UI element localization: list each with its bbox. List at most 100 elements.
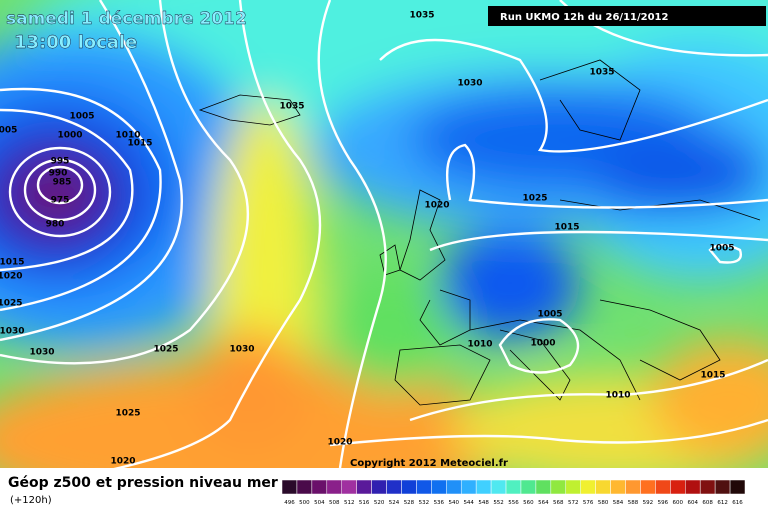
- colorbar-label: 600: [673, 500, 684, 506]
- isobar-label: 1020: [0, 272, 23, 282]
- colorbar-swatch: [535, 479, 552, 495]
- colorbar-label: 608: [702, 500, 713, 506]
- isobar-label: 1010: [467, 340, 492, 350]
- footer-lead: (+120h): [10, 495, 52, 506]
- colorbar-swatch: [670, 479, 686, 495]
- colorbar-label: 512: [344, 500, 355, 506]
- colorbar-label: 548: [478, 500, 489, 506]
- colorbar-swatch: [655, 479, 671, 495]
- colorbar-swatch: [685, 479, 701, 495]
- copyright: Copyright 2012 Meteociel.fr: [350, 458, 508, 469]
- isobar-label: 1010: [605, 391, 630, 401]
- isobar-label: 985: [53, 178, 72, 188]
- isobar-label: 1020: [424, 201, 449, 211]
- colorbar-label: 616: [732, 500, 743, 506]
- footer-title: Géop z500 et pression niveau mer: [8, 475, 278, 491]
- colorbar-label: 588: [628, 500, 639, 506]
- colorbar-swatch: [595, 479, 611, 495]
- isobar-label: 1010: [115, 131, 140, 141]
- colorbar-label: 560: [523, 500, 534, 506]
- colorbar-label: 556: [508, 500, 519, 506]
- isobar-label: 005: [0, 126, 17, 136]
- colorbar-swatch: [699, 479, 716, 495]
- isobar-label: 1015: [554, 223, 579, 233]
- run-info: Run UKMO 12h du 26/11/2012: [500, 12, 669, 23]
- colorbar-label: 536: [434, 500, 445, 506]
- colorbar-swatch: [550, 479, 567, 495]
- colorbar: 496 500 504 508 512 516 520 524 528 532 536 540 544 5…: [281, 479, 746, 506]
- isobar-label: 1020: [327, 438, 352, 448]
- isobar-label: 980: [46, 220, 65, 230]
- colorbar-swatch: [490, 479, 507, 495]
- isobar-label: 1025: [522, 194, 547, 204]
- colorbar-label: 508: [329, 500, 340, 506]
- colorbar-label: 592: [643, 500, 654, 506]
- colorbar-label: 572: [568, 500, 579, 506]
- isobar-label: 1025: [0, 299, 23, 309]
- colorbar-swatch: [416, 479, 432, 495]
- isobar-label: 990: [49, 169, 68, 179]
- colorbar-label: 520: [374, 500, 385, 506]
- colorbar-label: 504: [314, 500, 325, 506]
- colorbar-label: 528: [404, 500, 415, 506]
- isobar-label: 995: [51, 157, 70, 167]
- colorbar-label: 524: [389, 500, 400, 506]
- colorbar-label: 584: [613, 500, 624, 506]
- colorbar-swatch: [341, 479, 357, 495]
- isobar-label: 1020: [110, 457, 135, 467]
- colorbar-label: 580: [598, 500, 609, 506]
- colorbar-swatch: [431, 479, 447, 495]
- isobar-label: 1000: [57, 131, 82, 141]
- colorbar-label: 564: [538, 500, 549, 506]
- colorbar-swatch: [565, 479, 581, 495]
- colorbar-swatch: [729, 479, 746, 495]
- colorbar-swatch: [610, 479, 626, 495]
- colorbar-swatch: [714, 479, 731, 495]
- isobar-label: 1025: [153, 345, 178, 355]
- colorbar-label: 552: [493, 500, 504, 506]
- colorbar-swatch: [640, 479, 656, 495]
- isobar-label: 975: [51, 196, 70, 206]
- isobar-label: 1030: [457, 79, 482, 89]
- colorbar-swatch: [520, 479, 537, 495]
- isobar-label: 1015: [127, 139, 152, 149]
- isobar-label: 1030: [0, 327, 25, 337]
- colorbar-label: 532: [419, 500, 430, 506]
- colorbar-label: 516: [359, 500, 370, 506]
- colorbar-swatch: [475, 479, 492, 495]
- isobar-label: 1005: [69, 112, 94, 122]
- colorbar-swatch: [460, 479, 477, 495]
- isobar-label: 1035: [589, 68, 614, 78]
- colorbar-swatch: [401, 479, 417, 495]
- colorbar-label: 576: [583, 500, 594, 506]
- run-box: [488, 6, 766, 26]
- colorbar-swatch: [580, 479, 596, 495]
- colorbar-swatch: [326, 479, 342, 495]
- colorbar-swatch: [505, 479, 522, 495]
- isobar-label: 1030: [229, 345, 254, 355]
- colorbar-label: 596: [658, 500, 669, 506]
- isobar-label: 1015: [0, 258, 25, 268]
- colorbar-swatch: [625, 479, 641, 495]
- isobar-label: 1015: [700, 371, 725, 381]
- isobar-label: 1025: [115, 409, 140, 419]
- time-title: 13:00 locale: [14, 32, 137, 53]
- colorbar-swatch: [386, 479, 402, 495]
- colorbar-swatch: [281, 479, 298, 495]
- colorbar-label: 500: [299, 500, 310, 506]
- isobar-label: 1000: [530, 339, 555, 349]
- colorbar-label: 604: [687, 500, 698, 506]
- colorbar-label: 568: [553, 500, 564, 506]
- isobar-label: 1035: [409, 11, 434, 21]
- isobar-label: 1005: [537, 310, 562, 320]
- coastlines: [198, 59, 761, 406]
- isobar-label: 1030: [29, 348, 54, 358]
- isobar-label: 1005: [709, 244, 734, 254]
- colorbar-swatch: [371, 479, 387, 495]
- colorbar-swatch: [446, 479, 462, 495]
- isobar-label: 1035: [279, 102, 304, 112]
